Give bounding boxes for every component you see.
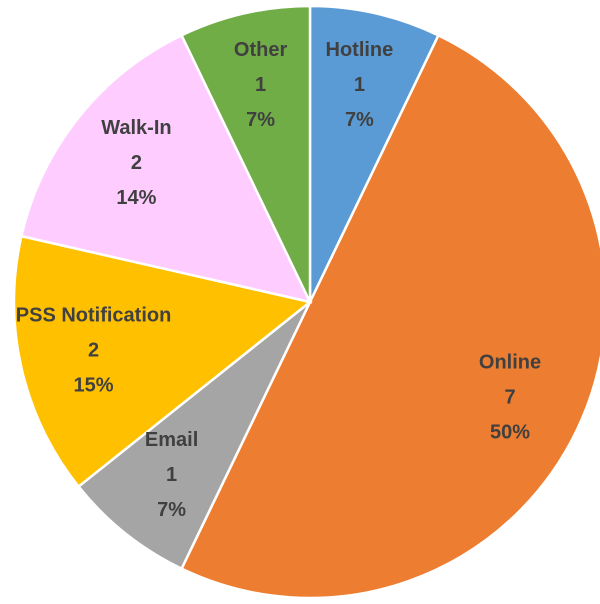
slice-percent: 7% <box>246 109 275 131</box>
slice-value: 7 <box>504 387 515 409</box>
slice-label: PSS Notification <box>16 305 172 327</box>
slice-value: 1 <box>166 464 177 486</box>
slice-percent: 50% <box>490 422 530 444</box>
slice-percent: 7% <box>345 109 374 131</box>
slice-value: 2 <box>88 340 99 362</box>
pie-slice <box>19 33 313 304</box>
slice-percent: 14% <box>116 187 156 209</box>
slice-label: Hotline <box>326 39 394 61</box>
slice-percent: 7% <box>157 499 186 521</box>
slice-value: 1 <box>354 74 365 96</box>
slice-label: Other <box>234 39 288 61</box>
pie-slice <box>308 4 441 303</box>
pie-slice <box>76 301 312 571</box>
slice-percent: 15% <box>74 375 114 397</box>
slice-label: Online <box>479 352 541 374</box>
slice-value: 2 <box>131 152 142 174</box>
pie-slice <box>12 234 313 489</box>
pie-slice <box>179 33 600 600</box>
slice-label: Walk-In <box>101 117 171 139</box>
slice-value: 1 <box>255 74 266 96</box>
pie-slice <box>179 4 312 303</box>
slice-label: Email <box>145 429 198 451</box>
